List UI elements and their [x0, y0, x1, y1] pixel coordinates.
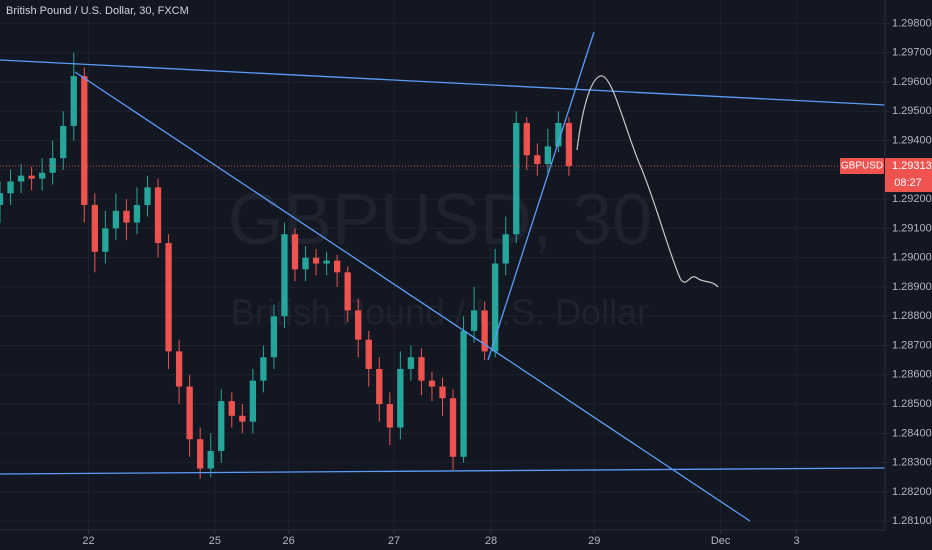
y-tick-label: 1.29000: [892, 252, 932, 264]
candle-body: [91, 204, 98, 252]
y-tick-label: 1.28600: [892, 369, 932, 381]
candle-body: [565, 122, 573, 167]
candle-body: [218, 401, 225, 451]
candle-body: [249, 380, 257, 422]
candle-body: [492, 263, 499, 352]
trendline: [0, 59, 886, 106]
candle-body: [186, 386, 193, 440]
trendline: [74, 71, 751, 522]
candle-body: [133, 204, 141, 223]
x-tick-label: 22: [82, 535, 94, 547]
candle-body: [197, 439, 204, 469]
candle-body: [513, 122, 520, 235]
x-tick-label: 29: [588, 535, 600, 547]
candle-body: [355, 310, 362, 340]
y-tick-label: 1.29700: [892, 47, 932, 59]
x-tick-label: 28: [485, 535, 497, 547]
axes: 1.28100 1.28200 1.28300 1.28400 1.28500 1.286…: [0, 17, 932, 547]
candle-body: [470, 310, 478, 331]
candle-body: [407, 357, 415, 369]
candle-body: [460, 330, 467, 457]
candle-body: [207, 450, 214, 469]
y-tick-label: 1.29800: [892, 17, 932, 29]
watermark-subtitle: British Pound / U.S. Dollar: [231, 292, 649, 333]
candle-body: [28, 175, 35, 179]
candle-body: [386, 404, 393, 428]
candle-body: [270, 316, 278, 358]
symbol-badge: GBPUSD: [841, 161, 883, 172]
candle-body: [112, 210, 120, 229]
candle-body: [60, 125, 67, 159]
x-tick-label: 26: [283, 535, 295, 547]
y-tick-label: 1.29200: [892, 193, 932, 205]
candle-body: [418, 357, 425, 381]
candle-body: [81, 76, 88, 205]
candle-body: [102, 228, 109, 252]
candle-body: [376, 368, 383, 405]
candle-body: [154, 187, 162, 244]
trendline: [487, 31, 595, 361]
y-tick-label: 1.28100: [892, 515, 932, 527]
candle-body: [70, 76, 77, 126]
candle-body: [397, 368, 404, 428]
candle-body: [523, 122, 530, 156]
candles: [0, 52, 573, 479]
candle-body: [7, 181, 14, 194]
candle-body: [502, 234, 509, 264]
candle-body: [165, 243, 172, 352]
chart-title: British Pound / U.S. Dollar, 30, FXCM: [6, 5, 189, 17]
symbol-badge-bg: [840, 158, 884, 175]
y-tick-label: 1.28700: [892, 339, 932, 351]
candle-body: [449, 398, 457, 457]
candle-body: [344, 272, 351, 311]
candle-body: [333, 260, 341, 273]
candle-body: [17, 175, 25, 182]
y-tick-label: 1.28500: [892, 398, 932, 410]
x-tick-label: 3: [793, 535, 799, 547]
last-price-badge-bg: [885, 158, 932, 193]
y-tick-label: 1.29100: [892, 222, 932, 234]
countdown-label: 08:27: [894, 177, 922, 189]
y-tick-label: 1.28400: [892, 427, 932, 439]
projection-path: [576, 75, 719, 288]
candle-body: [291, 234, 299, 270]
y-tick-label: 1.29500: [892, 105, 932, 117]
candle-body: [302, 257, 309, 270]
last-price-label: 1.29313: [892, 160, 932, 172]
candle-body: [312, 257, 320, 264]
candle-body: [534, 155, 541, 164]
candle-body: [228, 401, 235, 416]
drawings: [0, 31, 886, 522]
candle-body: [323, 260, 330, 264]
candle-body: [123, 210, 130, 223]
candle-body: [38, 172, 46, 179]
candle-body: [428, 380, 436, 387]
y-tick-label: 1.28900: [892, 281, 932, 293]
x-tick-label: 27: [388, 535, 400, 547]
watermark: GBPUSD, 30: [228, 180, 652, 260]
candle-body: [175, 351, 183, 387]
candle-body: [555, 122, 562, 147]
y-tick-label: 1.28300: [892, 457, 932, 469]
x-tick-label: Dec: [711, 535, 731, 547]
x-tick-label: 25: [209, 535, 221, 547]
candle-body: [439, 386, 446, 399]
candle-body: [365, 339, 372, 369]
candle-body: [49, 158, 56, 173]
candle-body: [481, 310, 488, 352]
candle-body: [281, 234, 288, 317]
candle-body: [260, 357, 267, 381]
candle-body: [144, 187, 151, 205]
y-tick-label: 1.29400: [892, 134, 932, 146]
trendline: [0, 467, 886, 475]
candle-body: [239, 415, 246, 422]
y-tick-label: 1.29600: [892, 76, 932, 88]
candle-body: [544, 146, 552, 164]
y-tick-label: 1.28200: [892, 486, 932, 498]
candle-body: [0, 193, 4, 205]
y-tick-label: 1.28800: [892, 310, 932, 322]
